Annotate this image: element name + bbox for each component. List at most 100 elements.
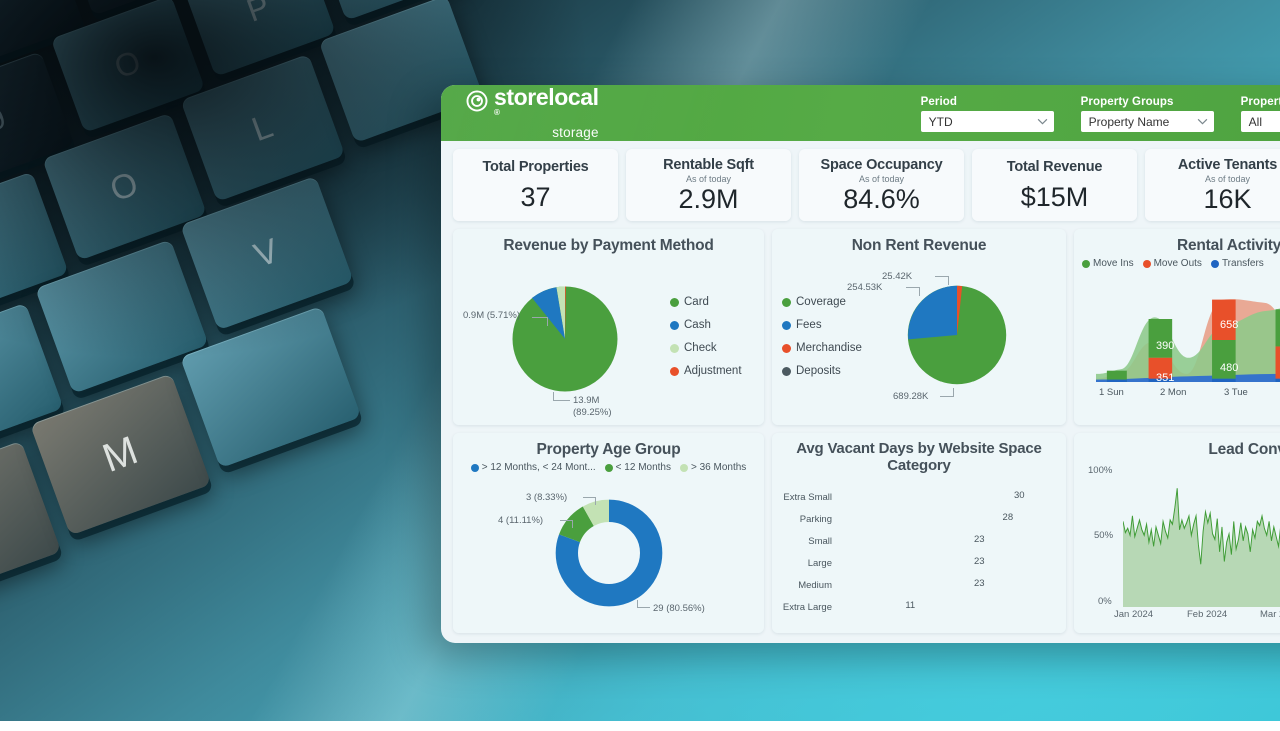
filter-property-name-value: All bbox=[1248, 114, 1262, 129]
kpi-value: 37 bbox=[520, 181, 551, 212]
pie-revenue-payment bbox=[512, 286, 618, 392]
filter-property-groups-value: Property Name bbox=[1088, 114, 1170, 129]
bar-row-large[interactable]: Large 23 bbox=[780, 555, 1058, 571]
bar-chart-avg-vacant-days: Extra Small 30 Parking 28 Small 23 Large… bbox=[780, 489, 1058, 621]
tile-property-age-group[interactable]: Property Age Group > 12 Months, < 24 Mon… bbox=[453, 433, 764, 633]
legend-label: Transfers bbox=[1221, 258, 1264, 270]
kpi-total-properties[interactable]: Total Properties 37 bbox=[453, 149, 618, 221]
brand-sub: storage bbox=[552, 125, 599, 141]
donut-seg-over-36-months bbox=[555, 499, 663, 607]
kpi-active-tenants[interactable]: Active Tenants As of today 16K bbox=[1145, 149, 1280, 221]
kpi-title: Rentable Sqft bbox=[663, 156, 754, 173]
chevron-down-icon bbox=[1197, 118, 1207, 125]
legend-item-fees[interactable]: Fees bbox=[782, 319, 862, 331]
leader-line-cash bbox=[532, 317, 548, 326]
value-move-outs-mon: 351 bbox=[1156, 372, 1175, 384]
legend-item-move-ins[interactable]: Move Ins bbox=[1082, 258, 1134, 269]
tile-title: Revenue by Payment Method bbox=[503, 237, 714, 254]
kpi-value: 2.9M bbox=[678, 183, 739, 214]
donut-callout-over-36: 3 (8.33%) bbox=[526, 492, 568, 503]
kpi-title: Active Tenants bbox=[1177, 156, 1278, 173]
legend-item-card[interactable]: Card bbox=[670, 296, 742, 308]
pie-callout-merchandise: 25.42K bbox=[882, 271, 913, 282]
legend-item-adjustment[interactable]: Adjustment bbox=[670, 365, 742, 377]
ytick-0: 0% bbox=[1098, 596, 1112, 607]
key-v: V bbox=[180, 175, 354, 331]
kpi-subtitle: As of today bbox=[685, 173, 732, 184]
bar-row-medium[interactable]: Medium 23 bbox=[780, 577, 1058, 593]
tile-title: Non Rent Revenue bbox=[851, 237, 987, 254]
ytick-50: 50% bbox=[1094, 530, 1114, 541]
legend-item-under-12-months[interactable]: < 12 Months bbox=[604, 462, 671, 473]
legend-item-move-outs[interactable]: Move Outs bbox=[1142, 258, 1202, 269]
xtick-feb: Feb 2024 bbox=[1187, 609, 1228, 620]
tile-revenue-by-payment-method[interactable]: Revenue by Payment Method 0.9M (5.71%) 1… bbox=[453, 229, 764, 425]
filter-property-groups-select[interactable]: Property Name bbox=[1080, 111, 1214, 132]
bar-value: 11 bbox=[905, 600, 916, 611]
legend-swatch-over-36-months bbox=[679, 463, 688, 472]
bar-row-extra-large[interactable]: Extra Large 11 bbox=[780, 599, 1058, 615]
brand-logo[interactable]: storelocal® storage bbox=[466, 86, 599, 140]
area-fill bbox=[1123, 488, 1280, 607]
key-shift: ▲ bbox=[61, 0, 207, 16]
filter-property-name: Property N All bbox=[1240, 96, 1280, 132]
key-k: K bbox=[0, 302, 64, 458]
leader-line-merchandise bbox=[935, 276, 949, 285]
legend-label: Deposits bbox=[796, 365, 841, 377]
legend-item-12-24-months[interactable]: > 12 Months, < 24 Mont... bbox=[470, 462, 596, 473]
legend-item-transfers[interactable]: Transfers bbox=[1210, 258, 1264, 270]
bar-row-extra-small[interactable]: Extra Small 30 bbox=[780, 489, 1058, 505]
dashboard-panel: storelocal® storage Period YTD Property … bbox=[441, 85, 1280, 643]
legend-item-coverage[interactable]: Coverage bbox=[782, 296, 862, 308]
legend-item-deposits[interactable]: Deposits bbox=[782, 365, 862, 377]
bar-move-ins-sun bbox=[1106, 370, 1127, 382]
sankey-rental-activity bbox=[1096, 299, 1280, 382]
filter-period-select[interactable]: YTD bbox=[920, 111, 1054, 132]
tile-rental-activity[interactable]: Rental Activity by D Move Ins Move Outs … bbox=[1074, 229, 1280, 425]
kpi-rentable-sqft[interactable]: Rentable Sqft As of today 2.9M bbox=[626, 149, 791, 221]
legend-label: Move Ins bbox=[1093, 258, 1134, 270]
bar-track: 23 bbox=[838, 533, 1058, 549]
tile-lead-conversion[interactable]: Lead Conversi 100% 50% 0% Jan 2024 Feb 2… bbox=[1074, 433, 1280, 633]
bar-value: 23 bbox=[973, 534, 985, 545]
legend-swatch-adjustment bbox=[670, 366, 679, 376]
legend-item-merchandise[interactable]: Merchandise bbox=[782, 342, 862, 354]
legend-swatch-move-ins bbox=[1082, 259, 1090, 268]
bar-row-parking[interactable]: Parking 28 bbox=[780, 511, 1058, 527]
legend-property-age-group: > 12 Months, < 24 Mont... < 12 Months > … bbox=[453, 462, 764, 473]
legend-swatch-move-outs bbox=[1142, 259, 1151, 268]
key-m: M bbox=[30, 373, 212, 536]
filter-period-value: YTD bbox=[928, 114, 953, 129]
kpi-subtitle: As of today bbox=[858, 173, 905, 184]
legend-swatch-under-12-months bbox=[604, 463, 613, 472]
bar-transfers-tue bbox=[1212, 378, 1236, 382]
kpi-total-revenue[interactable]: Total Revenue $15M bbox=[972, 149, 1137, 221]
legend-item-cash[interactable]: Cash bbox=[670, 319, 742, 331]
kpi-space-occupancy[interactable]: Space Occupancy As of today 84.6% bbox=[799, 149, 964, 221]
legend-swatch-transfers bbox=[1210, 259, 1219, 268]
tile-avg-vacant-days[interactable]: Avg Vacant Days by Website Space Categor… bbox=[772, 433, 1066, 633]
xtick-sun: 1 Sun bbox=[1099, 387, 1124, 398]
key-blank-1 bbox=[0, 0, 85, 67]
key-extra-2 bbox=[312, 0, 467, 21]
pie-callout-card: 13.9M (89.25%) bbox=[573, 395, 612, 418]
legend-item-check[interactable]: Check bbox=[670, 342, 742, 354]
tile-non-rent-revenue[interactable]: Non Rent Revenue 25.42K 254.53K 689.28K … bbox=[772, 229, 1066, 425]
bar-row-small[interactable]: Small 23 bbox=[780, 533, 1058, 549]
bar-value: 23 bbox=[973, 578, 985, 589]
kpi-value: 84.6% bbox=[843, 183, 920, 214]
key-blank-2 bbox=[0, 440, 62, 603]
legend-item-over-36-months[interactable]: > 36 Months bbox=[679, 462, 746, 473]
kpi-value: 16K bbox=[1203, 183, 1252, 214]
filter-property-name-select[interactable]: All bbox=[1240, 111, 1280, 132]
bar-category: Extra Large bbox=[782, 601, 832, 613]
bar-track: 30 bbox=[838, 489, 1058, 505]
pie-non-rent-revenue bbox=[907, 285, 1007, 385]
legend-swatch-cash bbox=[670, 320, 679, 330]
legend-label: Cash bbox=[684, 319, 711, 331]
legend-swatch-12-24-months bbox=[470, 463, 479, 472]
bar-category: Medium bbox=[798, 579, 832, 591]
tile-title: Property Age Group bbox=[536, 441, 681, 458]
bar-category: Small bbox=[808, 535, 832, 547]
bar-value: 28 bbox=[1002, 512, 1014, 523]
